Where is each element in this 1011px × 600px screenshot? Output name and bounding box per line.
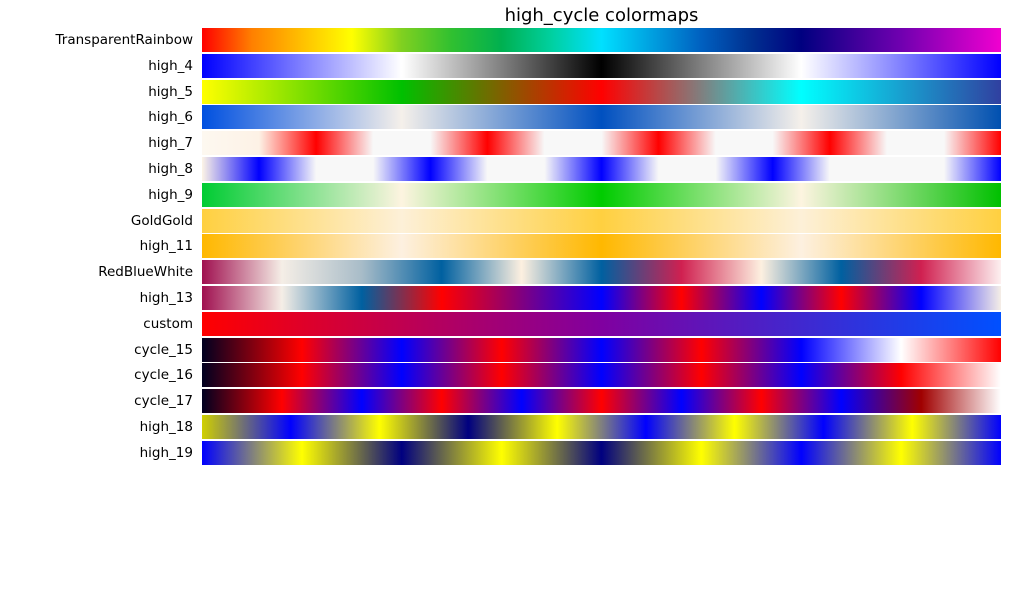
colormap-label: high_18 xyxy=(139,419,193,435)
colormap-label: high_19 xyxy=(139,444,193,461)
colormap-label: TransparentRainbow xyxy=(55,32,193,48)
colormap-bar xyxy=(202,53,1001,78)
colormap-bar xyxy=(202,260,1001,285)
colormap-bar xyxy=(202,79,1001,104)
colormap-row: high_13 xyxy=(0,286,1011,310)
colormap-label: GoldGold xyxy=(130,212,193,229)
colormap-label: cycle_16 xyxy=(134,367,193,384)
colormap-label: high_11 xyxy=(139,238,193,255)
colormap-bar xyxy=(202,28,1001,52)
colormap-row: high_4 xyxy=(0,53,1011,78)
colormap-bar xyxy=(202,131,1001,156)
colormap-label: high_9 xyxy=(148,186,193,203)
colormap-bar xyxy=(202,157,1001,181)
colormap-row: high_5 xyxy=(0,79,1011,104)
colormap-bar xyxy=(202,440,1001,465)
colormap-row: GoldGold xyxy=(0,208,1011,233)
colormap-row: TransparentRainbow xyxy=(0,28,1011,52)
colormap-row: custom xyxy=(0,311,1011,336)
colormap-label: cycle_17 xyxy=(134,393,193,410)
colormap-row: cycle_15 xyxy=(0,337,1011,362)
colormap-label: high_8 xyxy=(148,161,193,177)
colormap-label: custom xyxy=(143,315,193,332)
colormap-bar xyxy=(202,311,1001,336)
colormap-bar xyxy=(202,105,1001,130)
colormap-bar xyxy=(202,337,1001,362)
colormap-row: cycle_17 xyxy=(0,389,1011,414)
colormap-row: cycle_16 xyxy=(0,363,1011,388)
colormap-bar xyxy=(202,182,1001,207)
colormap-label: high_6 xyxy=(148,109,193,126)
colormap-bar xyxy=(202,363,1001,388)
colormap-label: RedBlueWhite xyxy=(98,264,193,281)
colormap-label: high_7 xyxy=(148,135,193,152)
colormap-row: high_18 xyxy=(0,415,1011,439)
colormap-row: RedBlueWhite xyxy=(0,260,1011,285)
chart-title: high_cycle colormaps xyxy=(504,5,699,26)
colormap-bar xyxy=(202,389,1001,414)
colormap-label: high_5 xyxy=(148,83,193,100)
colormap-label: cycle_15 xyxy=(134,341,193,358)
colormap-row: high_8 xyxy=(0,157,1011,181)
colormap-row: high_7 xyxy=(0,131,1011,156)
colormap-row: high_6 xyxy=(0,105,1011,130)
colormap-row: high_19 xyxy=(0,440,1011,465)
colormap-bar xyxy=(202,415,1001,439)
colormap-bar xyxy=(202,234,1001,259)
colormap-row: high_9 xyxy=(0,182,1011,207)
colormap-label: high_13 xyxy=(139,290,193,306)
colormap-bar xyxy=(202,286,1001,310)
colormap-bar xyxy=(202,208,1001,233)
colormap-row: high_11 xyxy=(0,234,1011,259)
colormap-label: high_4 xyxy=(148,57,193,74)
